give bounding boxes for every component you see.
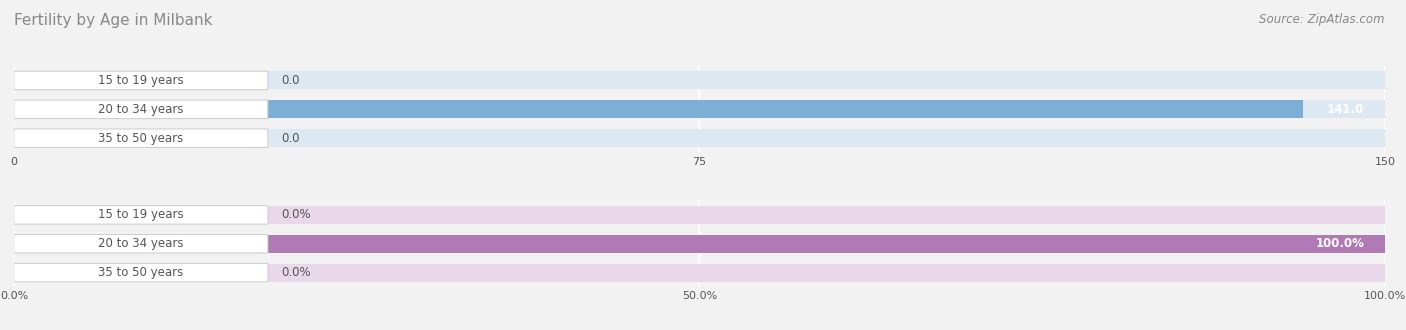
Text: 0.0: 0.0 (281, 74, 299, 87)
Text: 15 to 19 years: 15 to 19 years (98, 74, 184, 87)
Text: 35 to 50 years: 35 to 50 years (98, 132, 184, 145)
Bar (14, 264, 1385, 281)
Text: 15 to 19 years: 15 to 19 years (98, 208, 184, 221)
Bar (14, 100, 1385, 118)
Text: 20 to 34 years: 20 to 34 years (98, 103, 184, 116)
Bar (14, 235, 1385, 253)
Text: 20 to 34 years: 20 to 34 years (98, 237, 184, 250)
Bar (14, 72, 1385, 89)
Bar (14, 100, 1303, 118)
Text: 0.0%: 0.0% (281, 266, 311, 279)
FancyBboxPatch shape (14, 235, 269, 253)
FancyBboxPatch shape (14, 263, 269, 282)
Text: 0.0: 0.0 (281, 132, 299, 145)
Bar (14, 235, 1385, 253)
Text: 141.0: 141.0 (1327, 103, 1364, 116)
FancyBboxPatch shape (14, 71, 269, 90)
Bar (14, 129, 1385, 147)
Bar (14, 206, 1385, 224)
Text: 0.0%: 0.0% (281, 208, 311, 221)
FancyBboxPatch shape (14, 100, 269, 118)
FancyBboxPatch shape (14, 129, 269, 148)
Text: 100.0%: 100.0% (1316, 237, 1364, 250)
Text: Fertility by Age in Milbank: Fertility by Age in Milbank (14, 13, 212, 28)
Text: 35 to 50 years: 35 to 50 years (98, 266, 184, 279)
Text: Source: ZipAtlas.com: Source: ZipAtlas.com (1260, 13, 1385, 26)
FancyBboxPatch shape (14, 206, 269, 224)
